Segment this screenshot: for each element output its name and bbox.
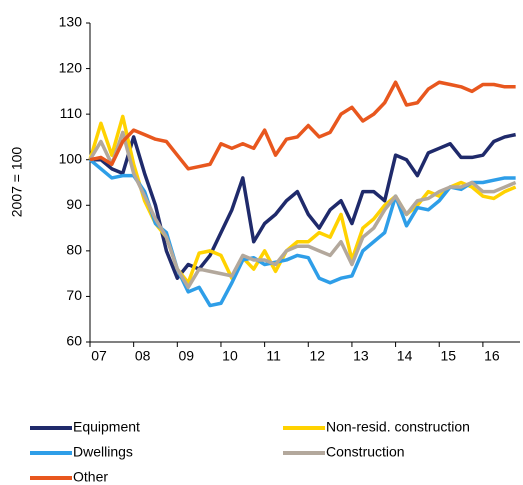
legend-label: Equipment [73,419,140,435]
y-tick-label: 120 [59,59,83,75]
legend-label: Other [73,469,108,485]
x-tick-label: 11 [266,348,281,364]
series-line [89,80,516,171]
legend-label: Dwellings [73,444,133,460]
y-tick-label: 130 [59,14,83,30]
y-tick-label: 100 [59,150,83,166]
y-tick-label: 70 [66,287,82,303]
x-tick-label: 16 [484,348,500,364]
x-tick-label: 09 [179,348,195,364]
x-tick-label: 12 [309,348,325,364]
legend-label: Non-resid. construction [326,419,470,435]
x-tick-label: 13 [353,348,369,364]
y-tick-label: 90 [66,196,82,212]
y-tick-label: 80 [66,242,82,258]
legend-label: Construction [326,444,405,460]
y-tick-label: 60 [66,333,82,349]
y-tick-label: 110 [60,105,83,121]
series-line [88,130,517,290]
series-line [88,158,516,308]
x-tick-label: 08 [135,348,151,364]
x-tick-label: 14 [397,348,413,364]
x-tick-label: 15 [440,348,456,364]
y-axis-label: 2007 = 100 [9,147,25,218]
x-tick-label: 10 [222,348,238,364]
x-tick-label: 07 [91,348,107,364]
